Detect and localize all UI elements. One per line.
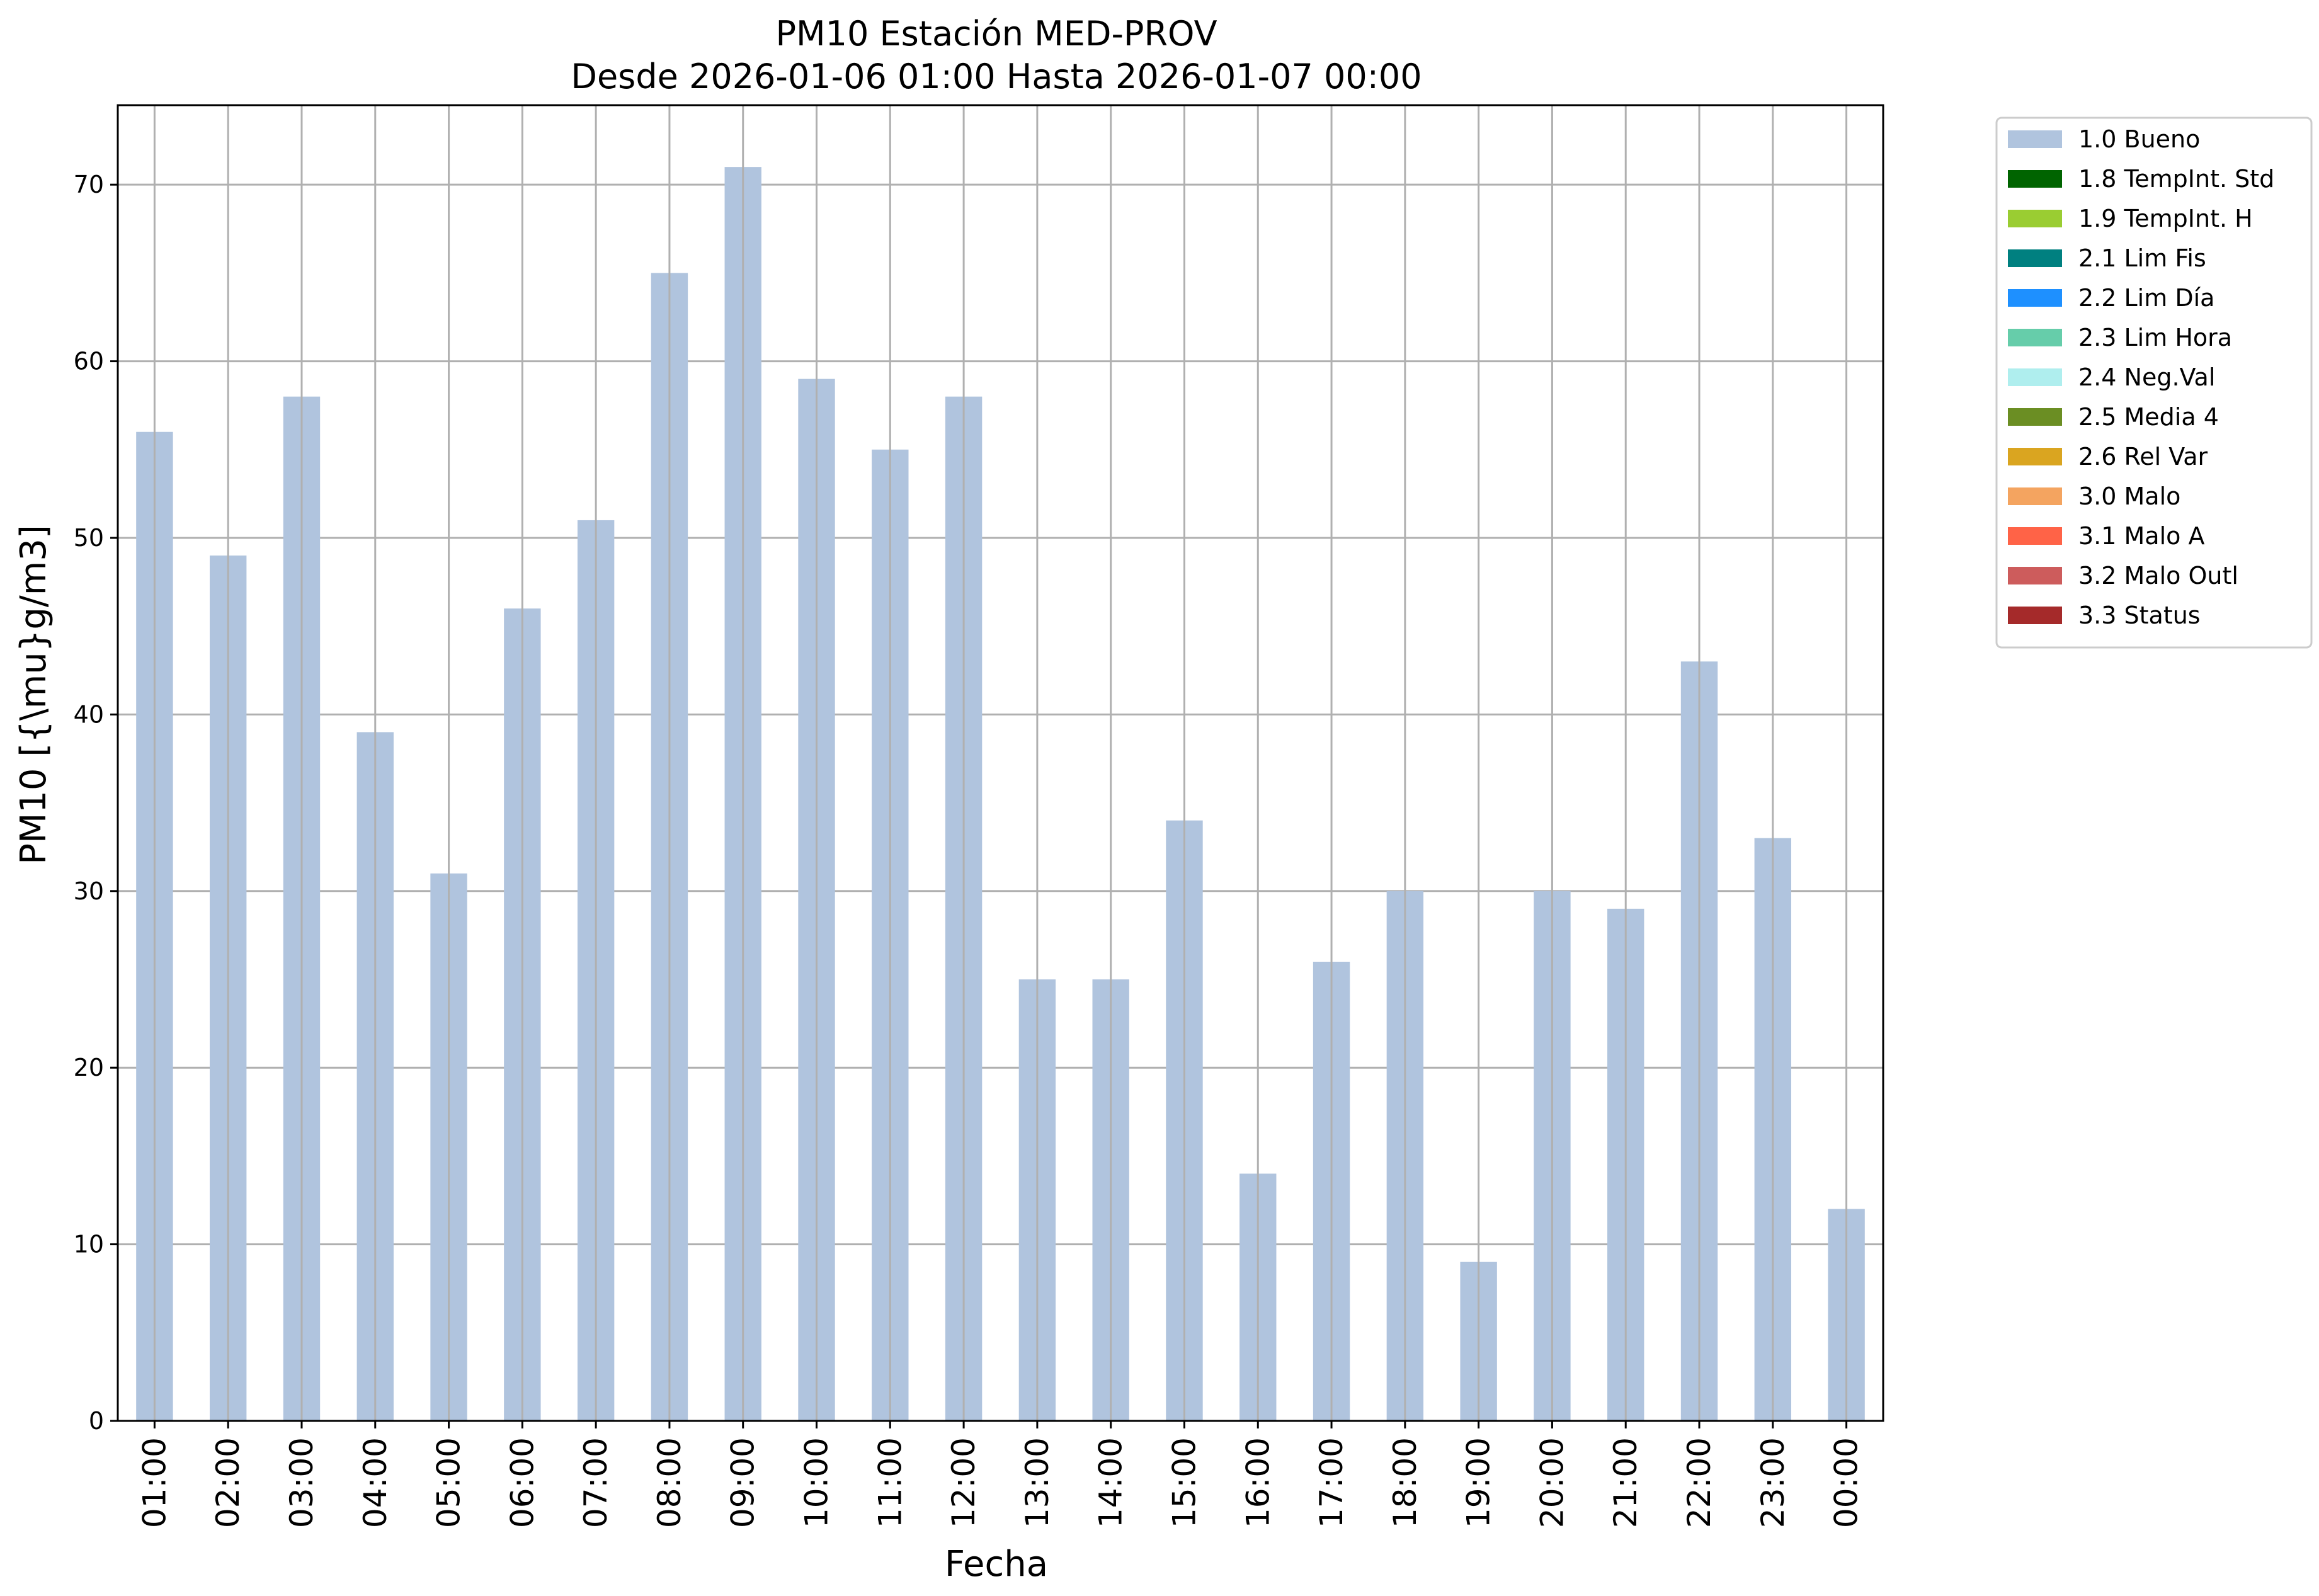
y-tick-label: 20 [74, 1054, 104, 1081]
x-tick-label: 12:00 [945, 1437, 982, 1528]
legend-entry: 3.2 Malo Outl [2078, 562, 2238, 590]
plot-frame [117, 104, 1884, 1422]
legend-entry: 2.2 Lim Día [2078, 284, 2214, 312]
legend-entry: 2.3 Lim Hora [2078, 324, 2232, 351]
chart-title: PM10 Estación MED-PROV [775, 14, 1217, 54]
legend-swatch [2008, 448, 2062, 465]
legend-swatch [2008, 289, 2062, 307]
legend-entry: 2.1 Lim Fis [2078, 244, 2206, 272]
x-tick-label: 03:00 [283, 1437, 320, 1528]
legend-swatch [2008, 210, 2062, 227]
x-axis-ticks: 01:00 02:00 03:00 04:00 05:00 06:00 07:00 08:00… [136, 1421, 1865, 1528]
x-tick-label: 17:00 [1313, 1437, 1350, 1528]
legend-entry: 2.6 Rel Var [2078, 443, 2208, 470]
x-tick-label: 15:00 [1166, 1437, 1202, 1528]
legend-entry: 3.0 Malo [2078, 482, 2180, 510]
legend-swatch [2008, 607, 2062, 624]
legend-swatch [2008, 130, 2062, 148]
legend: 1.0 Bueno 1.8 TempInt. Std 1.9 TempInt. H 2… [1995, 117, 2313, 649]
x-tick-label: 19:00 [1461, 1437, 1497, 1528]
legend-entry: 1.8 TempInt. Std [2078, 165, 2274, 193]
x-tick-label: 21:00 [1607, 1437, 1644, 1528]
legend-entry: 1.9 TempInt. H [2078, 205, 2253, 232]
x-tick-label: 20:00 [1534, 1437, 1570, 1528]
legend-entry: 2.5 Media 4 [2078, 403, 2219, 431]
x-tick-label: 23:00 [1755, 1437, 1791, 1528]
legend-swatch [2008, 249, 2062, 267]
grid-lines [118, 183, 1883, 1422]
x-tick-label: 16:00 [1239, 1437, 1276, 1528]
x-tick-label: 04:00 [357, 1437, 394, 1528]
bars [136, 167, 1865, 1422]
x-tick-label: 02:00 [210, 1437, 246, 1528]
x-tick-label: 00:00 [1828, 1437, 1865, 1528]
x-tick-label: 18:00 [1387, 1437, 1423, 1528]
x-tick-label: 10:00 [799, 1437, 835, 1528]
x-tick-label: 01:00 [136, 1437, 173, 1528]
y-tick-label: 30 [74, 877, 104, 905]
y-tick-label: 50 [74, 524, 104, 552]
legend-entry: 2.4 Neg.Val [2078, 363, 2215, 391]
x-tick-label: 22:00 [1681, 1437, 1718, 1528]
legend-swatch [2008, 329, 2062, 346]
x-tick-label: 14:00 [1093, 1437, 1129, 1528]
chart-subtitle: Desde 2026-01-06 01:00 Hasta 2026-01-07 … [571, 57, 1422, 96]
legend-entry: 3.3 Status [2078, 601, 2201, 629]
y-tick-label: 60 [74, 348, 104, 375]
legend-entry: 3.1 Malo A [2078, 522, 2204, 550]
legend-swatch [2008, 527, 2062, 545]
legend-swatch [2008, 487, 2062, 505]
legend-box [1995, 117, 2313, 649]
y-axis-ticks: 0 10 20 30 40 50 60 70 [74, 171, 118, 1435]
legend-swatch [2008, 368, 2062, 386]
y-tick-label: 70 [74, 171, 104, 198]
x-tick-label: 11:00 [872, 1437, 908, 1528]
y-tick-label: 10 [74, 1231, 104, 1258]
y-tick-label: 0 [89, 1407, 104, 1435]
x-tick-label: 13:00 [1019, 1437, 1056, 1528]
legend-swatch [2008, 170, 2062, 188]
x-tick-label: 07:00 [578, 1437, 614, 1528]
y-axis-label: PM10 [{\mu}g/m3] [13, 525, 54, 865]
x-tick-label: 08:00 [651, 1437, 688, 1528]
legend-swatch [2008, 567, 2062, 584]
vertical-grid-lines [153, 105, 1848, 1421]
x-tick-label: 06:00 [504, 1437, 540, 1528]
y-tick-label: 40 [74, 700, 104, 728]
x-tick-label: 05:00 [431, 1437, 467, 1528]
legend-swatch [2008, 408, 2062, 426]
x-tick-label: 09:00 [725, 1437, 761, 1528]
x-axis-label: Fecha [945, 1544, 1048, 1585]
legend-entry: 1.0 Bueno [2078, 125, 2200, 153]
